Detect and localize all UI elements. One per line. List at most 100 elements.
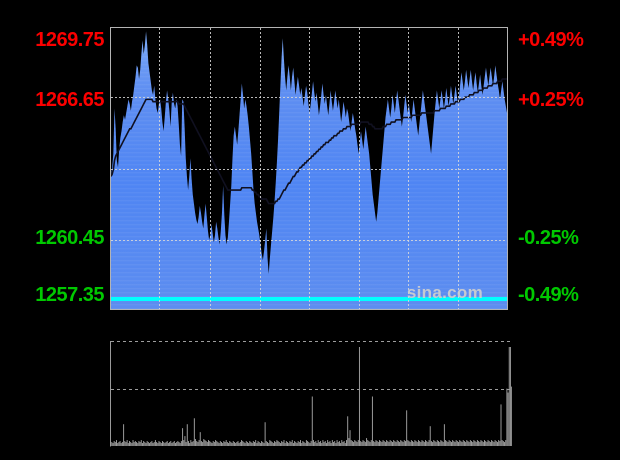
volume-bar xyxy=(502,441,504,446)
volume-bar xyxy=(364,442,366,446)
volume-bar xyxy=(222,443,224,446)
volume-bar xyxy=(208,440,210,446)
volume-bar xyxy=(436,440,438,446)
volume-bar xyxy=(117,443,119,446)
volume-bar xyxy=(210,442,212,446)
volume-bar xyxy=(379,440,381,446)
volume-bar xyxy=(482,442,484,446)
volume-bar xyxy=(448,440,450,446)
volume-bar xyxy=(417,440,419,446)
volume-bar xyxy=(499,441,501,446)
volume-bar xyxy=(125,442,127,446)
volume-bar xyxy=(356,442,358,446)
volume-bar xyxy=(256,443,258,446)
volume-bar xyxy=(147,442,149,446)
volume-bar xyxy=(151,441,153,446)
volume-bar xyxy=(119,441,121,446)
volume-bar xyxy=(171,443,173,446)
volume-bar xyxy=(279,443,281,446)
volume-bar xyxy=(409,442,411,446)
volume-bar xyxy=(493,442,495,446)
volume-bar xyxy=(430,441,432,446)
volume-bar xyxy=(383,441,385,446)
volume-bar xyxy=(335,443,337,446)
volume-bar xyxy=(292,443,294,446)
volume-bar xyxy=(249,441,251,446)
volume-bar xyxy=(152,443,154,446)
volume-bar xyxy=(486,442,488,446)
volume-bar xyxy=(269,440,271,446)
volume-bar xyxy=(159,442,161,446)
volume-bar xyxy=(149,443,151,446)
price-chart-panel[interactable]: sina.com xyxy=(110,27,508,310)
volume-bar xyxy=(176,442,178,446)
volume-bar xyxy=(285,441,287,446)
volume-bar xyxy=(498,440,500,446)
volume-bar xyxy=(456,441,458,446)
volume-bar xyxy=(349,430,351,446)
price-chart-plot xyxy=(111,28,507,309)
vertical-gridline xyxy=(458,28,459,309)
volume-bar xyxy=(461,442,463,446)
volume-bar xyxy=(437,441,439,446)
volume-chart-panel[interactable] xyxy=(110,341,512,447)
volume-bar xyxy=(317,440,319,446)
volume-bar xyxy=(404,441,406,446)
volume-bar xyxy=(165,442,167,446)
volume-bar xyxy=(471,441,473,446)
volume-bar xyxy=(388,442,390,446)
volume-bar xyxy=(200,441,202,446)
volume-bar xyxy=(246,442,248,446)
volume-bar xyxy=(138,441,140,446)
volume-bar xyxy=(455,440,457,446)
volume-bar xyxy=(156,442,158,446)
price-axis-label: 1269.75 xyxy=(35,29,104,51)
volume-bar xyxy=(361,442,363,446)
volume-bar xyxy=(336,440,338,446)
volume-bar xyxy=(480,440,482,446)
volume-bar xyxy=(489,442,491,446)
volume-bar xyxy=(322,440,324,446)
volume-bar xyxy=(390,441,392,446)
volume-bar xyxy=(330,443,332,446)
volume-bar xyxy=(441,441,443,446)
volume-bar xyxy=(443,424,445,446)
percent-axis-label: +0.25% xyxy=(518,89,584,111)
volume-bar xyxy=(393,440,395,446)
volume-bar xyxy=(157,443,159,446)
volume-bar xyxy=(270,441,272,446)
volume-bar xyxy=(387,441,389,446)
volume-bar xyxy=(368,441,370,446)
volume-bar xyxy=(467,441,469,446)
volume-gridline xyxy=(111,341,512,342)
volume-bar xyxy=(472,442,474,446)
volume-bar xyxy=(369,442,371,446)
volume-bar xyxy=(291,440,293,446)
volume-bar xyxy=(427,442,429,446)
volume-bar xyxy=(419,441,421,446)
volume-bar xyxy=(132,440,134,446)
vertical-gridline xyxy=(408,28,409,309)
volume-bar xyxy=(353,442,355,446)
volume-bar xyxy=(410,440,412,446)
volume-bar xyxy=(211,443,213,446)
volume-bar xyxy=(243,442,245,446)
volume-bar xyxy=(421,440,423,446)
volume-bar xyxy=(190,440,192,446)
volume-series-svg xyxy=(111,347,512,446)
volume-bar xyxy=(382,440,384,446)
volume-bar xyxy=(305,440,307,446)
volume-bar xyxy=(500,404,502,446)
volume-bar xyxy=(423,442,425,446)
volume-bar xyxy=(325,443,327,446)
volume-bar xyxy=(358,347,360,446)
volume-bar xyxy=(283,440,285,446)
volume-bar xyxy=(295,442,297,446)
volume-bar xyxy=(187,441,189,446)
volume-bar xyxy=(386,440,388,446)
volume-bar xyxy=(406,410,408,446)
volume-bar xyxy=(252,441,254,446)
vertical-gridline xyxy=(159,28,160,309)
volume-bar xyxy=(344,443,346,446)
